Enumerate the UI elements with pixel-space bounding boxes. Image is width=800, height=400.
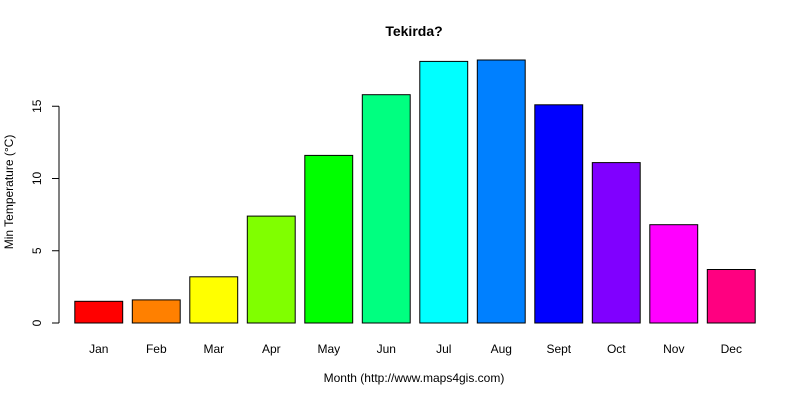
chart-title: Tekirda? <box>385 23 442 39</box>
y-tick-label: 15 <box>30 99 44 113</box>
y-tick-label: 0 <box>30 319 44 326</box>
x-axis-label: Month (http://www.maps4gis.com) <box>324 371 505 385</box>
x-tick-label: Dec <box>721 342 742 356</box>
x-tick-label: Apr <box>262 342 281 356</box>
x-tick-label: Jan <box>89 342 108 356</box>
bar-mar <box>189 276 239 324</box>
bar-feb <box>131 299 181 324</box>
x-tick-label: Nov <box>663 342 684 356</box>
y-axis-label: Min Temperature (°C) <box>2 135 16 250</box>
x-tick-label: Mar <box>203 342 224 356</box>
y-tick-label: 5 <box>30 247 44 254</box>
x-tick-label: Sept <box>546 342 571 356</box>
bar-sept <box>534 104 584 324</box>
bar-oct <box>591 162 641 324</box>
x-tick-label: Jul <box>436 342 451 356</box>
x-tick-label: Feb <box>146 342 167 356</box>
x-tick-label: Jun <box>377 342 396 356</box>
bar-nov <box>649 224 699 324</box>
bar-jan <box>74 300 124 324</box>
x-tick-label: Aug <box>491 342 512 356</box>
x-tick-label: Oct <box>607 342 626 356</box>
bars-group <box>74 59 756 324</box>
bar-jun <box>361 94 411 324</box>
y-axis: 0 5 10 15 <box>30 99 60 326</box>
bar-aug <box>476 59 526 324</box>
x-tick-labels: Jan Feb Mar Apr May Jun Jul Aug Sept Oct Nov Dec <box>89 342 742 356</box>
bar-apr <box>246 215 296 324</box>
bar-dec <box>706 269 756 324</box>
x-tick-label: May <box>317 342 340 356</box>
bar-jul <box>419 60 469 324</box>
y-tick-label: 10 <box>30 172 44 186</box>
bar-may <box>304 154 354 324</box>
